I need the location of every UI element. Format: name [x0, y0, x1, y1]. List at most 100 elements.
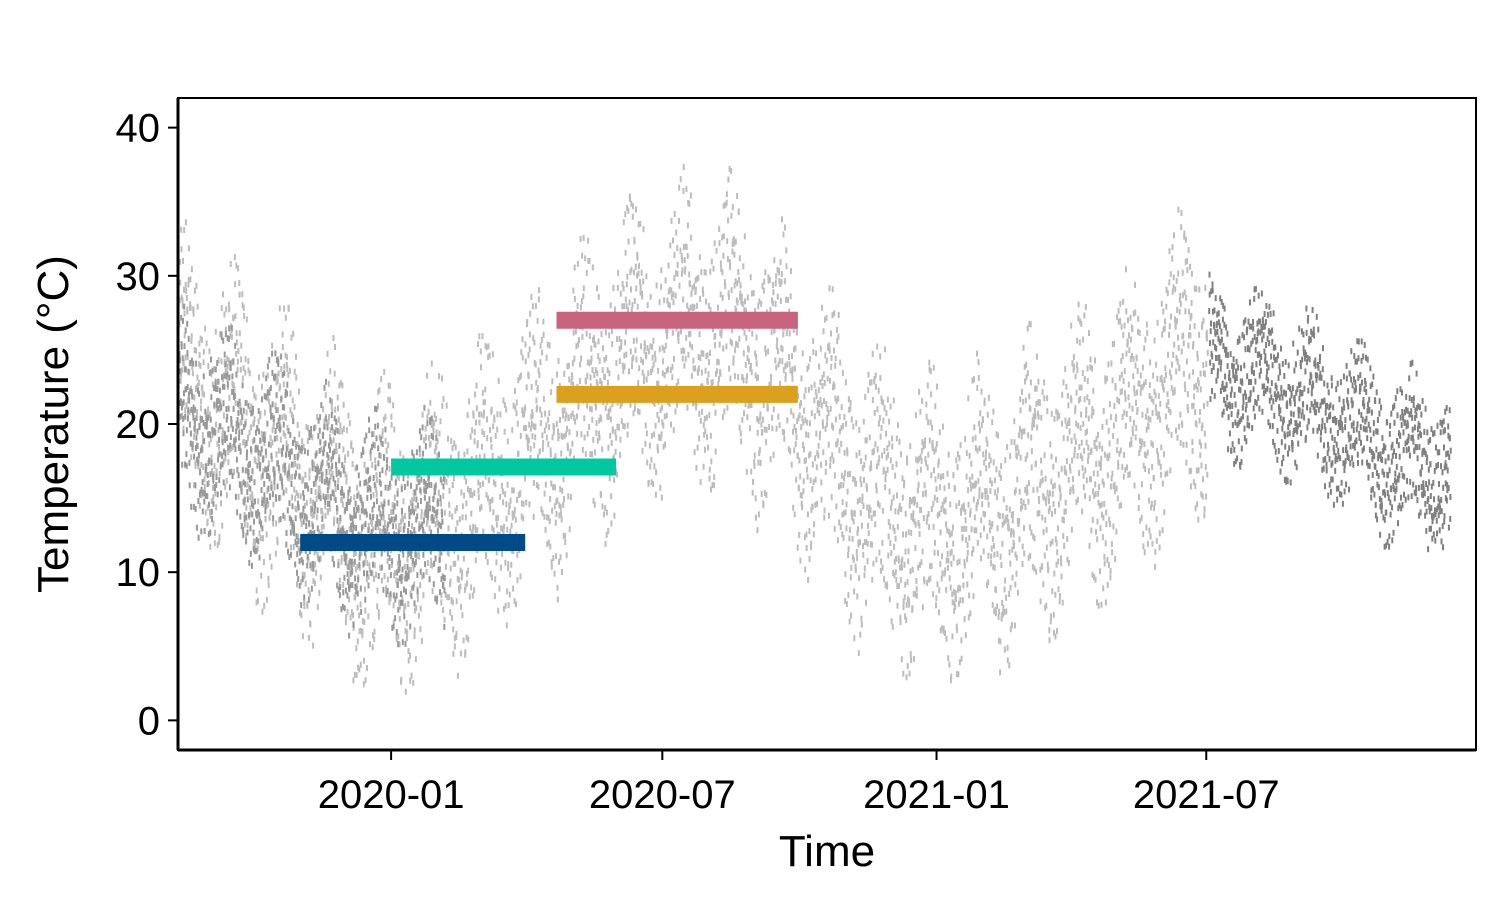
temperature-point [971, 473, 974, 480]
temperature-point [946, 470, 949, 477]
temperature-point [338, 577, 341, 584]
temperature-point [1149, 533, 1152, 540]
temperature-point [218, 443, 220, 450]
temperature-point [197, 452, 200, 459]
temperature-point [353, 671, 356, 678]
temperature-point [372, 431, 375, 438]
temperature-point [886, 466, 889, 473]
temperature-point [852, 475, 855, 482]
temperature-point [259, 465, 261, 472]
temperature-point [278, 414, 281, 421]
temperature-point [475, 455, 478, 461]
temperature-point [457, 554, 460, 561]
temperature-point [618, 345, 621, 352]
temperature-point [517, 377, 520, 384]
temperature-point [1099, 502, 1102, 509]
temperature-point [601, 367, 604, 374]
temperature-point [353, 494, 356, 501]
temperature-point [521, 354, 524, 361]
temperature-point [664, 342, 667, 349]
temperature-point [743, 329, 746, 336]
temperature-point [329, 397, 332, 404]
temperature-point [649, 343, 652, 350]
temperature-point [193, 417, 196, 424]
temperature-point [687, 351, 690, 358]
temperature-point [722, 233, 725, 240]
temperature-point [1047, 567, 1050, 574]
temperature-point [746, 373, 748, 380]
temperature-point [744, 298, 746, 305]
temperature-point [461, 569, 464, 576]
temperature-point [1004, 577, 1007, 584]
temperature-point [372, 491, 375, 498]
temperature-point [1131, 405, 1134, 412]
temperature-point [275, 379, 278, 386]
temperature-point [921, 604, 924, 611]
temperature-point [948, 482, 950, 489]
temperature-point [1014, 551, 1017, 558]
temperature-point [410, 585, 413, 592]
temperature-point [512, 487, 515, 494]
temperature-point [431, 418, 434, 425]
temperature-point [333, 415, 336, 422]
temperature-point [238, 434, 241, 441]
temperature-point [209, 416, 212, 423]
temperature-point [1070, 322, 1073, 329]
temperature-point [705, 298, 707, 305]
temperature-point [1139, 438, 1141, 444]
temperature-point [945, 557, 948, 564]
temperature-point [1111, 341, 1114, 347]
temperature-point [704, 269, 707, 276]
temperature-point [978, 445, 981, 452]
temperature-point [335, 442, 338, 449]
temperature-point [845, 420, 848, 427]
temperature-point [895, 461, 898, 468]
temperature-point [717, 359, 720, 366]
temperature-point [617, 423, 620, 430]
temperature-point [304, 471, 307, 478]
temperature-point [236, 358, 239, 365]
temperature-point [271, 342, 274, 349]
temperature-point [487, 354, 490, 361]
temperature-point [281, 483, 284, 490]
temperature-point [731, 248, 734, 255]
temperature-point [229, 332, 232, 339]
temperature-point [258, 511, 261, 518]
temperature-point [1001, 540, 1004, 547]
temperature-point [700, 369, 703, 376]
temperature-point [240, 488, 243, 495]
temperature-point [211, 516, 213, 522]
temperature-point [525, 499, 528, 506]
temperature-point [262, 371, 265, 378]
temperature-point [691, 344, 694, 351]
temperature-point [793, 447, 796, 454]
temperature-point [244, 421, 247, 428]
temperature-point [964, 517, 967, 524]
temperature-point [824, 468, 827, 475]
temperature-point [853, 588, 856, 595]
temperature-point [359, 514, 362, 521]
temperature-point [594, 400, 597, 406]
temperature-point [1185, 358, 1188, 365]
temperature-point [327, 462, 330, 469]
temperature-point [202, 489, 205, 496]
temperature-point [943, 485, 946, 492]
temperature-point [236, 401, 239, 408]
temperature-point [286, 424, 289, 431]
temperature-point [608, 332, 611, 339]
temperature-point [231, 373, 234, 380]
temperature-point [740, 293, 743, 300]
temperature-point [612, 285, 615, 291]
temperature-point [571, 410, 574, 417]
temperature-point [265, 596, 268, 603]
temperature-point [1197, 380, 1200, 387]
temperature-point [718, 226, 721, 232]
temperature-point [1110, 360, 1113, 367]
temperature-point [501, 550, 504, 557]
temperature-point [936, 383, 938, 390]
temperature-point [686, 222, 689, 229]
temperature-point [885, 430, 888, 437]
temperature-point [1057, 525, 1059, 532]
temperature-point [960, 509, 963, 516]
temperature-point [242, 526, 245, 533]
